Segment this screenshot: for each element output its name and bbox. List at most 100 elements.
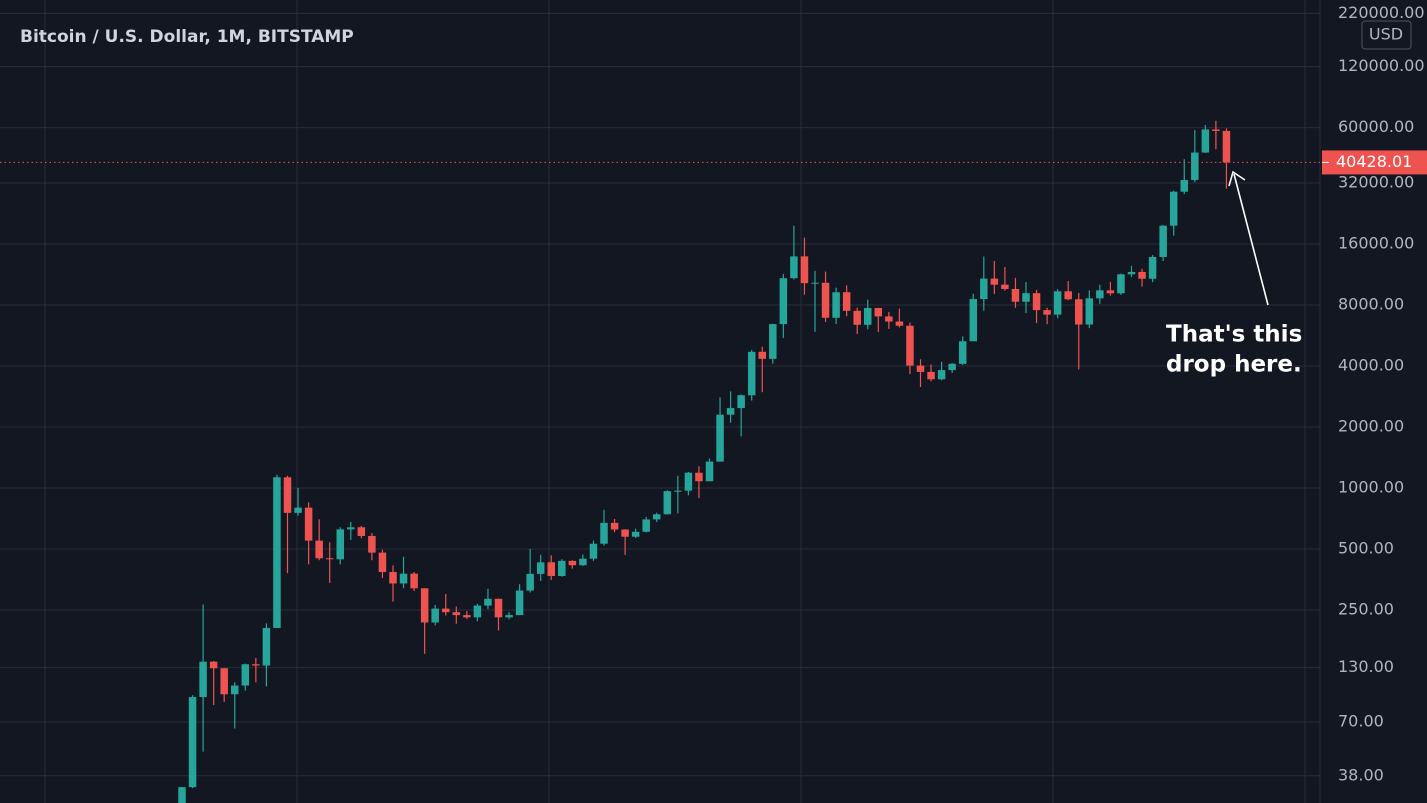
candle-body xyxy=(958,341,967,364)
candle-body xyxy=(262,627,271,666)
last-price-box xyxy=(1322,150,1427,175)
y-tick-label: 1000.00 xyxy=(1338,478,1404,497)
y-tick-label: 32000.00 xyxy=(1338,173,1414,192)
candle-body xyxy=(927,371,935,380)
candle-body xyxy=(368,535,376,553)
candle-body xyxy=(579,558,587,566)
y-tick-label: 130.00 xyxy=(1338,657,1394,676)
candle-body xyxy=(906,325,914,366)
candle-body xyxy=(600,522,608,544)
candle-body xyxy=(505,615,513,618)
candle-body xyxy=(674,490,682,492)
candle-body xyxy=(821,282,830,318)
candle-body xyxy=(209,661,218,669)
candle-body xyxy=(1180,180,1188,192)
candle-body xyxy=(178,787,186,803)
candle-body xyxy=(1001,284,1009,289)
candle-body xyxy=(642,519,650,532)
candle-body xyxy=(842,292,851,311)
candle-body xyxy=(283,477,292,513)
candle-body xyxy=(747,351,756,396)
annotation-arrow xyxy=(1233,173,1269,306)
candle-body xyxy=(1032,293,1041,311)
candle-body xyxy=(695,472,703,482)
candle-body xyxy=(1053,291,1062,315)
y-tick-label: 4000.00 xyxy=(1338,356,1404,375)
candle-body xyxy=(1148,257,1157,279)
candle-body xyxy=(610,522,619,530)
candle-body xyxy=(874,308,883,317)
candle-body xyxy=(273,477,281,628)
candle-body xyxy=(315,540,323,559)
candle-body xyxy=(779,278,788,325)
candle-body xyxy=(705,461,714,482)
candle-body xyxy=(1117,274,1125,294)
last-price-label: 40428.01 xyxy=(1336,152,1412,171)
candle-body xyxy=(1191,152,1199,181)
candle-body xyxy=(653,514,661,520)
candle-body xyxy=(547,562,555,576)
candle-body xyxy=(631,531,640,537)
y-tick-label: 16000.00 xyxy=(1338,234,1414,253)
candle-body xyxy=(357,527,366,536)
candle-body xyxy=(231,685,239,695)
candle-body xyxy=(452,612,461,616)
annotation-arrowhead xyxy=(1228,170,1246,187)
candle-body xyxy=(241,664,250,686)
candle-body xyxy=(304,507,313,541)
candles xyxy=(178,120,1231,803)
candle-body xyxy=(220,668,228,695)
candle-body xyxy=(895,321,904,326)
candle-body xyxy=(811,282,819,284)
currency-label: USD xyxy=(1369,25,1403,44)
candle-body xyxy=(473,605,482,618)
y-tick-label: 220000.00 xyxy=(1338,3,1425,22)
candle-body xyxy=(1169,191,1178,226)
annotation-line: drop here. xyxy=(1166,352,1302,378)
candle-body xyxy=(684,472,693,491)
candle-body xyxy=(1127,271,1136,275)
candle-body xyxy=(568,560,577,566)
candle-body xyxy=(1064,291,1072,300)
y-tick-label: 2000.00 xyxy=(1338,417,1404,436)
candle-body xyxy=(832,292,840,318)
candle-body xyxy=(663,491,672,515)
candle-body xyxy=(431,608,439,623)
candle-body xyxy=(589,543,598,559)
y-tick-label: 38.00 xyxy=(1338,765,1384,784)
candle-body xyxy=(937,370,946,380)
y-tick-label: 120000.00 xyxy=(1338,56,1425,75)
candle-body xyxy=(347,527,355,530)
candle-body xyxy=(969,299,977,342)
candle-body xyxy=(916,365,925,372)
candle-body xyxy=(252,664,260,666)
grid xyxy=(0,0,1320,803)
y-tick-label: 70.00 xyxy=(1338,712,1384,731)
annotation-line: That's this xyxy=(1166,322,1302,348)
candle-body xyxy=(1096,290,1104,299)
chart-title: Bitcoin / U.S. Dollar, 1M, BITSTAMP xyxy=(20,27,354,47)
candle-body xyxy=(864,308,872,325)
candle-body xyxy=(737,395,745,409)
candle-body xyxy=(420,588,429,623)
candle-body xyxy=(800,256,809,284)
candle-body xyxy=(1043,310,1051,315)
candle-body xyxy=(294,507,302,513)
candle-body xyxy=(526,573,534,591)
candle-body xyxy=(716,414,724,462)
candle-body xyxy=(769,324,777,359)
candle-body xyxy=(515,590,524,616)
y-tick-label: 250.00 xyxy=(1338,600,1394,619)
currency-box xyxy=(1361,20,1412,50)
candle-body xyxy=(442,608,450,613)
candle-body xyxy=(484,598,492,606)
candle-body xyxy=(1201,129,1210,153)
candle-body xyxy=(494,598,503,618)
candle-body xyxy=(948,363,956,371)
candle-body xyxy=(188,697,197,788)
candle-body xyxy=(853,310,861,325)
candle-body xyxy=(1022,293,1030,302)
candle-body xyxy=(558,560,566,576)
